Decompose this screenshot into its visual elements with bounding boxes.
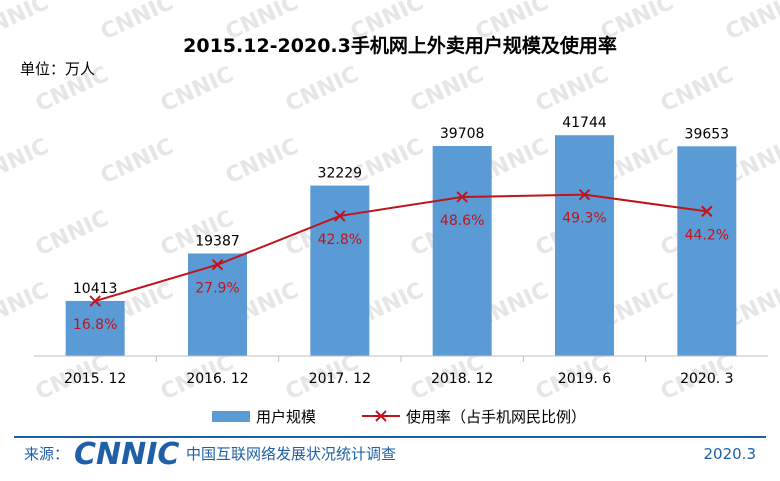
bar-value-label: 19387 [195, 233, 240, 249]
legend-bar-label: 用户规模 [256, 408, 316, 426]
footer-organization: 中国互联网络发展状况统计调查 [186, 445, 396, 463]
x-axis-tick-label: 2018. 12 [431, 371, 493, 387]
bar [310, 185, 370, 356]
rate-marker [89, 295, 101, 307]
watermark-text: CNNIC [157, 62, 238, 117]
rate-value-labels: 16.8% 27.9% 42.8% 48.6% 49.3% 44.2% [73, 211, 729, 333]
rate-value-label: 42.8% [318, 232, 362, 248]
x-axis-tick-label: 2019. 6 [558, 371, 612, 387]
rate-line [94, 193, 707, 302]
rate-value-label: 44.2% [685, 227, 729, 243]
rate-value-label: 49.3% [562, 211, 606, 227]
rate-value-label: 48.6% [440, 213, 484, 229]
x-axis-tick-label: 2015. 12 [64, 371, 126, 387]
watermark-text: CNNIC [0, 134, 53, 189]
x-axis-tick-labels: 2015. 12 2016. 12 2017. 12 2018. 12 2019. 6 2… [64, 371, 734, 387]
rate-markers [89, 188, 713, 307]
bar-value-labels: 10413 19387 32229 39708 41744 39653 [73, 115, 729, 297]
bar [555, 135, 614, 356]
watermark-text: CNNIC [32, 206, 113, 261]
legend-line-label: 使用率（占手机网民比例） [406, 408, 586, 426]
rate-marker [334, 210, 346, 222]
bar-value-label: 39653 [685, 126, 730, 142]
watermark-text: CNNIC [0, 278, 53, 333]
watermark-text: CNNIC [657, 62, 738, 117]
watermark-text: CNNIC [222, 134, 303, 189]
watermark-text: CNNIC [722, 0, 780, 45]
watermark-text: CNNIC [97, 0, 178, 45]
watermark-text: CNNIC [97, 134, 178, 189]
x-axis-ticks [155, 356, 647, 362]
watermark-text: CNNIC [282, 62, 363, 117]
legend-line-marker [375, 410, 387, 422]
rate-value-label: 27.9% [195, 281, 239, 297]
rate-marker [701, 205, 713, 218]
bar [65, 300, 125, 356]
bar [432, 145, 492, 356]
bar [677, 146, 737, 356]
bar-series [65, 135, 737, 356]
bar [188, 253, 247, 356]
watermark-text: CNNIC [407, 62, 488, 117]
bar-value-label: 39708 [440, 126, 485, 142]
rate-marker [456, 191, 468, 203]
x-axis-tick-label: 2020. 3 [680, 371, 733, 387]
legend-bar-swatch [212, 411, 250, 422]
chart-title: 2015.12-2020.3手机网上外卖用户规模及使用率 [183, 34, 617, 57]
cnnic-logo: CNNIC [74, 437, 179, 472]
bar-value-label: 10413 [73, 281, 118, 297]
rate-marker [578, 188, 591, 201]
footer-date: 2020.3 [704, 445, 757, 463]
footer-source-label: 来源： [24, 445, 69, 463]
rate-value-label: 16.8% [73, 317, 117, 333]
bar-value-label: 32229 [318, 166, 363, 182]
watermark-text: CNNIC [0, 0, 53, 45]
bar-value-label: 41744 [562, 115, 607, 131]
legend: 用户规模 使用率（占手机网民比例） [212, 408, 586, 426]
x-axis-tick-label: 2017. 12 [309, 371, 371, 387]
unit-label: 单位：万人 [20, 60, 95, 78]
rate-marker [211, 258, 224, 271]
watermark-text: CNNIC [532, 62, 613, 117]
x-axis-tick-label: 2016. 12 [186, 371, 248, 387]
